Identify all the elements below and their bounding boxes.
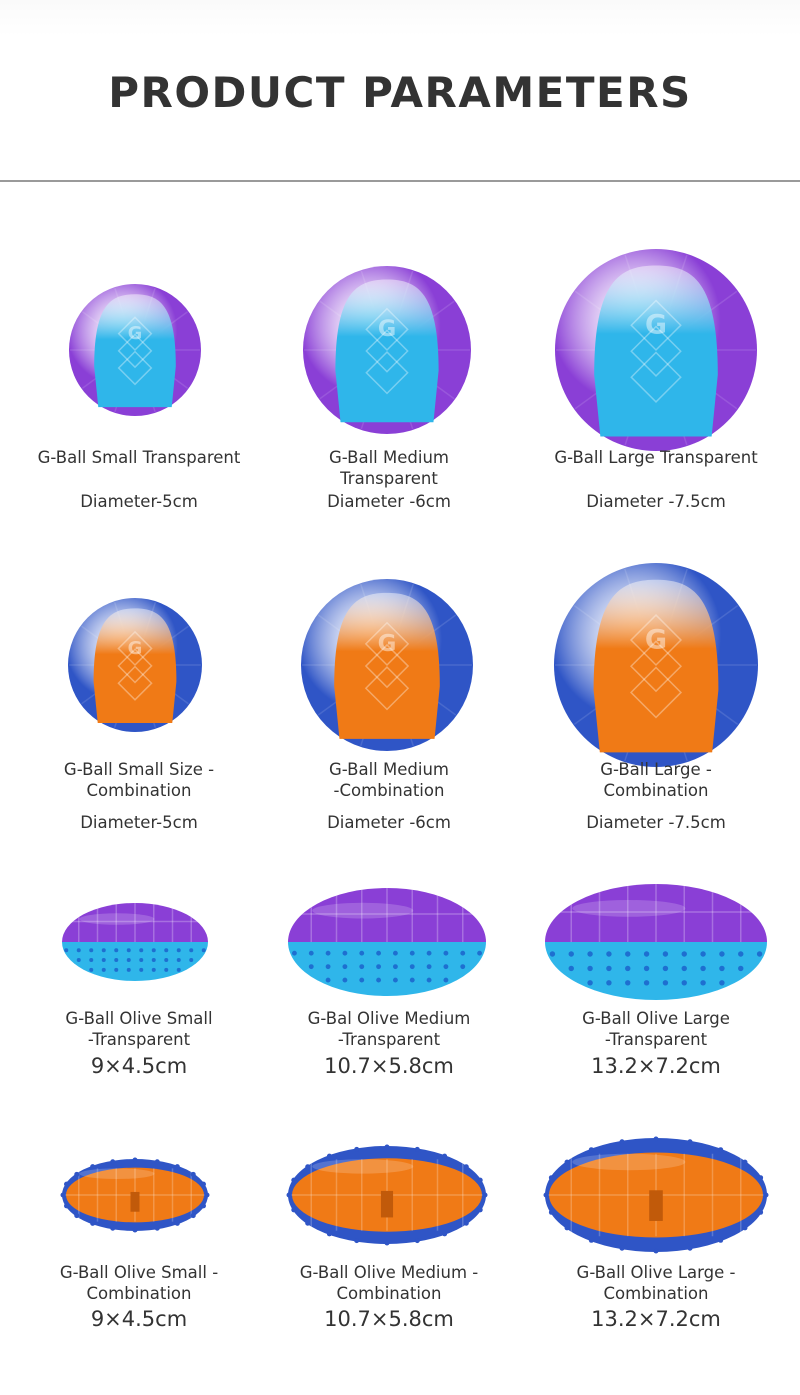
svg-text:G: G	[378, 631, 397, 657]
header-divider	[0, 180, 800, 182]
olive-toy-image	[60, 1157, 210, 1233]
page-header: PRODUCT PARAMETERS	[0, 0, 800, 182]
product-size: Diameter -7.5cm	[586, 492, 726, 511]
product-name: G-Ball Medium Transparent	[329, 448, 449, 488]
product-size: 13.2×7.2cm	[591, 1307, 721, 1331]
svg-text:G: G	[128, 324, 143, 344]
ball-toy-image: G	[552, 561, 760, 769]
ball-core	[594, 265, 718, 437]
product-name: G-Ball Olive Large -Transparent	[582, 1009, 730, 1049]
product-size: 9×4.5cm	[90, 1307, 188, 1331]
product-name: G-Ball Olive Medium - Combination	[299, 1263, 479, 1303]
svg-text:G: G	[645, 624, 667, 655]
olive-toy-image	[543, 882, 769, 1002]
product-size: 10.7×5.8cm	[324, 1307, 454, 1331]
page-title: PRODUCT PARAMETERS	[108, 68, 692, 117]
product-size: 9×4.5cm	[90, 1054, 188, 1078]
product-name: G-Ball Olive Small -Transparent	[65, 1009, 213, 1049]
product-name: G-Bal Olive Medium -Transparent	[307, 1009, 471, 1049]
olive-toy-image	[60, 901, 210, 983]
ball-core	[593, 579, 719, 753]
svg-text:G: G	[645, 310, 667, 341]
product-size: 10.7×5.8cm	[324, 1054, 454, 1078]
ball-core	[335, 279, 439, 423]
product-size: Diameter -6cm	[327, 492, 451, 511]
olive-toy-image	[286, 886, 488, 998]
product-name: G-Ball Olive Small - Combination	[59, 1263, 219, 1303]
product-name: G-Ball Medium -Combination	[329, 760, 449, 800]
product-size: Diameter-5cm	[80, 813, 198, 832]
olive-toy-image	[286, 1144, 488, 1246]
product-name: G-Ball Olive Large - Combination	[576, 1263, 736, 1303]
ball-toy-image: G	[301, 264, 473, 436]
product-size: Diameter-5cm	[80, 492, 198, 511]
ball-core	[334, 592, 440, 739]
ball-toy-image: G	[299, 577, 475, 753]
product-name: G-Ball Large - Combination	[600, 760, 712, 800]
product-name: G-Ball Small Transparent	[37, 448, 241, 467]
svg-text:G: G	[128, 638, 143, 659]
olive-toy-image	[543, 1136, 769, 1254]
ball-core	[94, 294, 176, 408]
product-size: 13.2×7.2cm	[591, 1054, 721, 1078]
ball-toy-image: G	[66, 596, 204, 734]
product-name: G-Ball Large Transparent	[554, 448, 758, 467]
svg-text:G: G	[378, 316, 396, 342]
product-name: G-Ball Small Size - Combination	[63, 760, 215, 800]
ball-toy-image: G	[553, 247, 759, 453]
ball-core	[93, 608, 177, 723]
product-size: Diameter -7.5cm	[586, 813, 726, 832]
product-size: Diameter -6cm	[327, 813, 451, 832]
ball-toy-image: G	[67, 282, 203, 418]
